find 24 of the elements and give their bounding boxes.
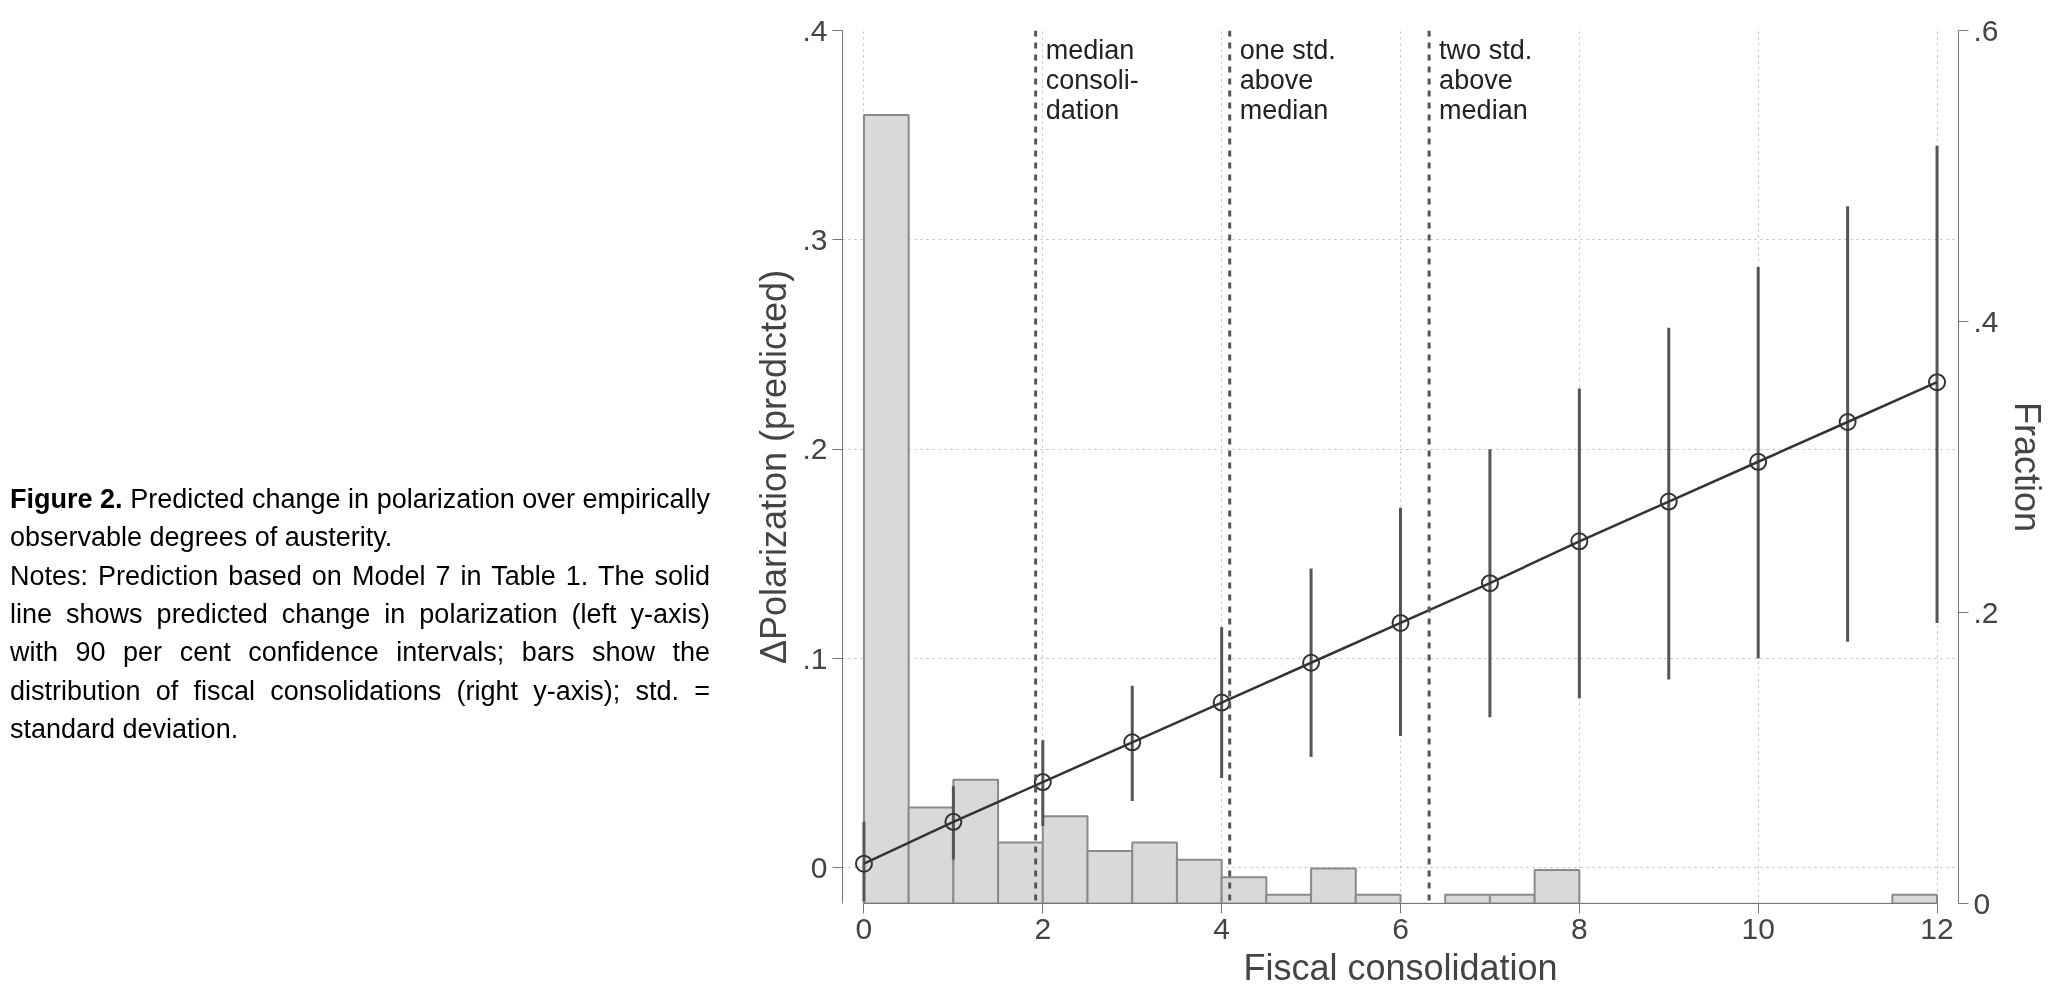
x-tick-label: 10 [1741, 911, 1775, 945]
y-axis-title: ΔPolarization (predicted) [753, 269, 795, 665]
text: Notes: Prediction based on Model 7 in Table 1. The solid line shows predicted change in polarization (left y-axis) with 90 per cent confidence intervals; bars show the distribution of fiscal consolidations (right y-axis); std. = standard deviation. [10, 559, 710, 746]
y-tick-label: .2 [802, 432, 828, 466]
ref-line-label: median consoli- dation [1045, 34, 1139, 125]
text: Figure 2. Predicted change in polarization over empirically observable degrees of austerity. [10, 483, 710, 555]
y2-tick-label: .6 [1973, 13, 1999, 47]
y-tick-label: .4 [802, 13, 828, 47]
x-tick-label: 4 [1213, 911, 1230, 945]
x-axis-title: Fiscal consolidation [1243, 946, 1558, 988]
y2-tick-label: .2 [1973, 595, 1999, 629]
y2-tick-label: .4 [1973, 304, 1999, 338]
y-tick-label: .1 [802, 641, 828, 675]
x-tick-label: 12 [1920, 911, 1954, 945]
ref-line-label: one std. above median [1239, 34, 1336, 125]
ref-line-label: two std. above median [1439, 34, 1533, 125]
x-tick-label: 6 [1392, 911, 1409, 945]
y2-axis-title: Fraction [2006, 401, 2048, 533]
x-tick-label: 0 [855, 911, 873, 945]
x-tick-label: 2 [1034, 911, 1052, 945]
y-tick-label: .3 [802, 222, 828, 256]
y2-tick-label: 0 [1973, 886, 1991, 920]
y-tick-label: 0 [810, 850, 828, 884]
x-tick-label: 8 [1571, 911, 1588, 945]
